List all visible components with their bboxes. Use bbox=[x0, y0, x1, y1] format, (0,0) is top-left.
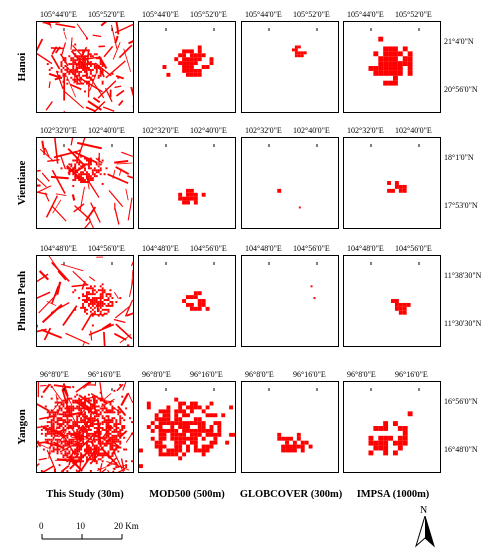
urban-extent-map bbox=[37, 22, 133, 112]
map-panel-phnom-penh-globcover bbox=[241, 255, 339, 347]
map-panel-vientiane-impsa bbox=[343, 137, 441, 229]
column-header-impsa: IMPSA (1000m) bbox=[344, 489, 442, 500]
map-panel-phnom-penh-this-study bbox=[36, 255, 134, 347]
tick-marks bbox=[36, 18, 134, 21]
lat-tick-label: 16°56'0"N bbox=[444, 397, 478, 406]
tick-marks bbox=[343, 18, 441, 21]
scale-label-10: 10 bbox=[76, 522, 85, 531]
north-arrow-icon bbox=[412, 516, 438, 548]
column-header-globcover: GLOBCOVER (300m) bbox=[236, 489, 346, 500]
lat-tick-label: 21°4'0"N bbox=[444, 37, 474, 46]
tick-marks bbox=[36, 134, 134, 137]
tick-marks bbox=[138, 252, 236, 255]
map-panel-yangon-mod500 bbox=[138, 381, 236, 473]
lat-tick-label: 11°38'30"N bbox=[444, 271, 481, 280]
scale-bar: 0 10 20 Km bbox=[36, 522, 146, 546]
lat-tick-label: 17°53'0"N bbox=[444, 201, 478, 210]
north-arrow: N bbox=[412, 505, 438, 545]
map-panel-hanoi-mod500 bbox=[138, 21, 236, 113]
map-panel-yangon-impsa bbox=[343, 381, 441, 473]
urban-extent-map bbox=[37, 138, 133, 228]
map-panel-phnom-penh-mod500 bbox=[138, 255, 236, 347]
tick-marks bbox=[36, 252, 134, 255]
map-panel-vientiane-mod500 bbox=[138, 137, 236, 229]
tick-marks bbox=[241, 252, 339, 255]
tick-marks bbox=[343, 134, 441, 137]
urban-extent-map bbox=[344, 138, 440, 228]
urban-extent-map bbox=[344, 382, 440, 472]
tick-marks bbox=[343, 252, 441, 255]
lat-tick-label: 20°56'0"N bbox=[444, 85, 478, 94]
map-panel-vientiane-this-study bbox=[36, 137, 134, 229]
map-panel-yangon-globcover bbox=[241, 381, 339, 473]
tick-marks bbox=[241, 18, 339, 21]
map-panel-hanoi-globcover bbox=[241, 21, 339, 113]
urban-extent-map bbox=[242, 22, 338, 112]
north-label: N bbox=[420, 505, 427, 516]
tick-marks bbox=[343, 378, 441, 381]
city-label-yangon: Yangon bbox=[15, 367, 29, 487]
city-label-phnom-penh: Phnom Penh bbox=[15, 241, 29, 361]
scale-label-0: 0 bbox=[39, 522, 44, 531]
lat-tick-label: 16°48'0"N bbox=[444, 445, 478, 454]
urban-extent-map bbox=[242, 256, 338, 346]
column-header-mod500: MOD500 (500m) bbox=[138, 489, 236, 500]
map-panel-hanoi-this-study bbox=[36, 21, 134, 113]
urban-extent-map bbox=[139, 382, 235, 472]
tick-marks bbox=[241, 378, 339, 381]
urban-extent-map bbox=[344, 256, 440, 346]
tick-marks bbox=[241, 134, 339, 137]
map-panel-phnom-penh-impsa bbox=[343, 255, 441, 347]
column-header-this-study: This Study (30m) bbox=[36, 489, 134, 500]
tick-marks bbox=[36, 378, 134, 381]
urban-extent-map bbox=[242, 138, 338, 228]
urban-extent-map bbox=[139, 256, 235, 346]
urban-extent-map bbox=[139, 22, 235, 112]
map-panel-hanoi-impsa bbox=[343, 21, 441, 113]
urban-extent-map bbox=[344, 22, 440, 112]
lat-tick-label: 11°30'30"N bbox=[444, 319, 481, 328]
lat-tick-label: 18°1'0"N bbox=[444, 153, 474, 162]
tick-marks bbox=[138, 378, 236, 381]
tick-marks bbox=[138, 18, 236, 21]
city-label-hanoi: Hanoi bbox=[15, 7, 29, 127]
tick-marks bbox=[138, 134, 236, 137]
city-label-vientiane: Vientiane bbox=[15, 123, 29, 243]
map-panel-vientiane-globcover bbox=[241, 137, 339, 229]
urban-extent-map bbox=[139, 138, 235, 228]
urban-extent-map bbox=[37, 382, 133, 472]
map-panel-yangon-this-study bbox=[36, 381, 134, 473]
scale-label-20km: 20 Km bbox=[114, 522, 139, 531]
urban-extent-map bbox=[37, 256, 133, 346]
urban-extent-map bbox=[242, 382, 338, 472]
